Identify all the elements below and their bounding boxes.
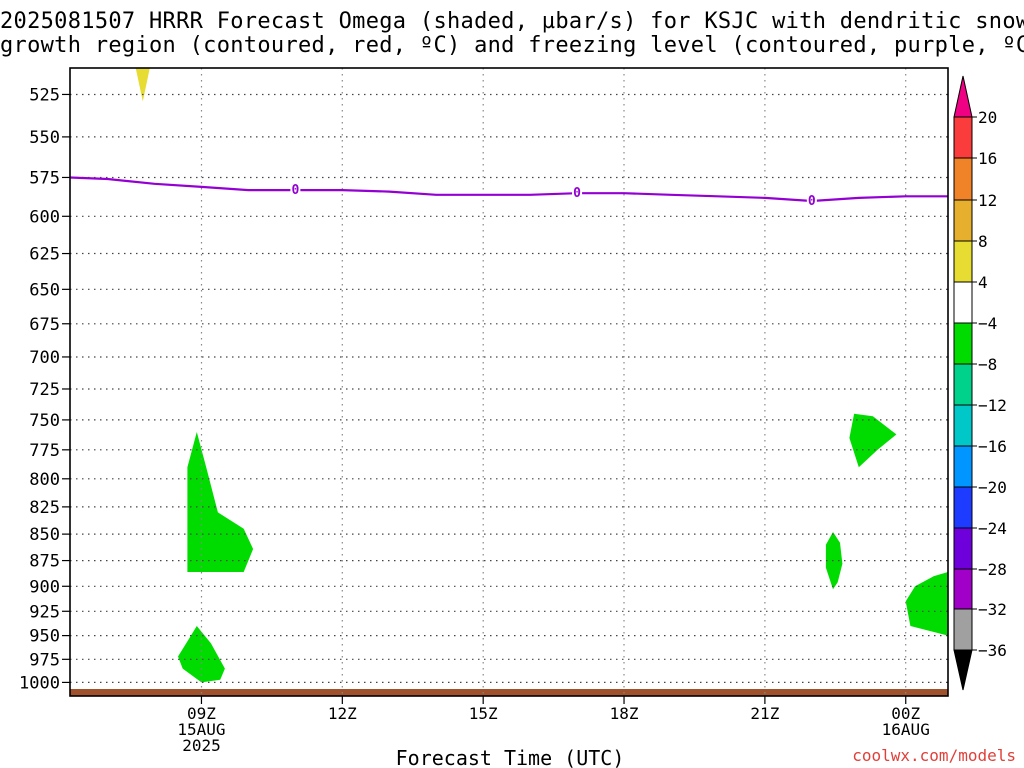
colorbar: 20 16 12 8 4 −4 −8 −12 −16 −20 −24 −28 −32 −36 — [953, 75, 1007, 691]
colorbar-bin-5 — [953, 322, 973, 365]
x-tick-label-15-0: 15Z — [469, 704, 498, 723]
colorbar-tick-label-6: −8 — [978, 355, 997, 374]
colorbar-tick-label-12: −32 — [978, 600, 1007, 619]
chart-title-line-2: growth region (contoured, red, ºC) and f… — [0, 33, 1024, 58]
y-tick-label-675: 675 — [29, 315, 60, 335]
y-tick-label-950: 950 — [29, 627, 60, 647]
grid-layer — [70, 68, 948, 696]
colorbar-tick-label-11: −28 — [978, 560, 1007, 579]
y-tick-label-550: 550 — [29, 128, 60, 148]
y-tick-label-600: 600 — [29, 207, 60, 227]
colorbar-tick-label-5: −4 — [978, 314, 997, 333]
colorbar-bin-9 — [953, 486, 973, 529]
x-tick-label-24-1: 16AUG — [882, 720, 930, 739]
colorbar-tick-label-7: −12 — [978, 396, 1007, 415]
y-tick-label-700: 700 — [29, 348, 60, 368]
colorbar-tick-label-10: −24 — [978, 519, 1007, 538]
colorbar-bin-0 — [953, 116, 973, 159]
y-tick-label-800: 800 — [29, 470, 60, 490]
x-tick-label-24-0: 00Z — [891, 704, 920, 723]
y-tick-label-875: 875 — [29, 552, 60, 572]
omega-region-3 — [849, 413, 897, 468]
colorbar-bin-10 — [953, 527, 973, 570]
omega-region-0 — [135, 68, 150, 102]
omega-region-5 — [905, 572, 948, 636]
x-axis-label: Forecast Time (UTC) — [396, 746, 625, 768]
colorbar-bin-6 — [953, 363, 973, 406]
y-tick-label-650: 650 — [29, 280, 60, 300]
colorbar-bin-bottom-triangle — [953, 649, 973, 691]
omega-region-4 — [825, 532, 843, 590]
y-tick-label-825: 825 — [29, 498, 60, 518]
freezing-level-label-bg-2 — [806, 192, 817, 207]
x-tick-label-9-1: 15AUG — [177, 720, 225, 739]
plot-frame — [69, 67, 949, 697]
freezing-level-layer: 0 0 0 — [69, 176, 948, 209]
freezing-level-label-bg-1 — [572, 185, 583, 200]
y-tick-label-775: 775 — [29, 441, 60, 461]
colorbar-bin-3 — [953, 240, 973, 283]
colorbar-bin-7 — [953, 404, 973, 447]
colorbar-bin-4 — [953, 281, 973, 324]
freezing-level-label-1: 0 — [573, 186, 581, 201]
x-tick-label-12-0: 12Z — [328, 704, 357, 723]
axes-layer: 525 550 575 600 625 650 675 700 725 750 775 800 825 8… — [19, 67, 949, 755]
colorbar-tick-label-13: −36 — [978, 641, 1007, 660]
x-tick-label-21-0: 21Z — [750, 704, 779, 723]
y-tick-label-850: 850 — [29, 525, 60, 545]
colorbar-bin-8 — [953, 445, 973, 488]
y-tick-label-525: 525 — [29, 85, 60, 105]
chart-title-line-1: 2025081507 HRRR Forecast Omega (shaded, … — [0, 9, 1024, 34]
y-tick-label-925: 925 — [29, 602, 60, 622]
omega-region-2 — [178, 626, 225, 683]
colorbar-tick-label-4: 4 — [978, 273, 988, 292]
surface-band — [70, 689, 948, 696]
y-tick-label-725: 725 — [29, 380, 60, 400]
colorbar-bin-11 — [953, 568, 973, 610]
colorbar-tick-label-0: 20 — [978, 108, 997, 127]
y-tick-label-750: 750 — [29, 411, 60, 431]
y-tick-label-975: 975 — [29, 650, 60, 670]
credit-text: coolwx.com/models — [852, 746, 1016, 765]
freezing-level-label-bg-0 — [290, 182, 301, 197]
y-tick-label-625: 625 — [29, 245, 60, 265]
freezing-level-label-0: 0 — [291, 183, 299, 198]
colorbar-tick-label-9: −20 — [978, 478, 1007, 497]
colorbar-tick-label-2: 12 — [978, 191, 997, 210]
x-tick-label-9-2: 2025 — [182, 736, 221, 755]
colorbar-bin-2 — [953, 199, 973, 242]
y-tick-label-575: 575 — [29, 168, 60, 188]
colorbar-tick-label-1: 16 — [978, 149, 997, 168]
colorbar-tick-label-3: 8 — [978, 232, 988, 251]
freezing-level-label-2: 0 — [808, 194, 816, 209]
y-tick-label-1000: 1000 — [19, 673, 60, 693]
x-tick-label-18-0: 18Z — [610, 704, 639, 723]
freezing-level-line — [69, 176, 948, 203]
colorbar-bin-top-triangle — [953, 75, 973, 118]
colorbar-tick-label-8: −16 — [978, 437, 1007, 456]
y-tick-label-900: 900 — [29, 577, 60, 597]
colorbar-bin-1 — [953, 157, 973, 201]
colorbar-bin-12 — [953, 608, 973, 651]
omega-shading-layer — [70, 68, 948, 696]
omega-region-1 — [187, 432, 254, 572]
x-tick-label-9-0: 09Z — [187, 704, 216, 723]
